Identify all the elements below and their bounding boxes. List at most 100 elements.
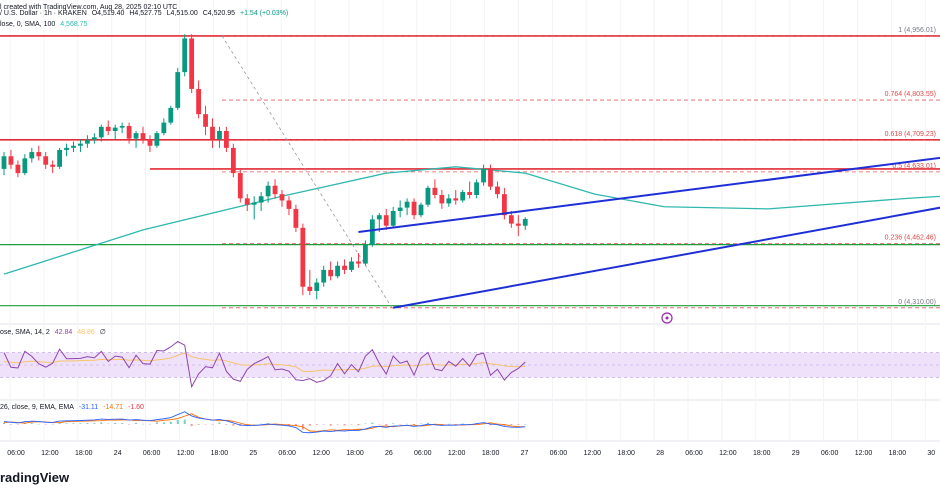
low-value: L4,515.00 — [166, 10, 198, 17]
candle-body — [418, 204, 424, 216]
macd-histogram-bar — [86, 423, 89, 424]
x-axis-tick-label: 12:00 — [41, 450, 59, 457]
x-axis-tick-label: 26 — [385, 450, 393, 457]
macd-histogram-bar — [30, 423, 33, 424]
macd-histogram-bar — [385, 424, 388, 426]
candle-body — [522, 218, 528, 226]
candle-body — [43, 156, 49, 165]
candle-body — [50, 164, 56, 167]
candle-body — [251, 202, 257, 205]
macd-histogram-bar — [16, 424, 19, 425]
candle-body — [203, 114, 208, 127]
macd-histogram-bar — [128, 424, 131, 425]
candle-body — [258, 196, 264, 203]
macd-histogram-bar — [9, 424, 12, 425]
alert-marker-dot — [665, 316, 669, 320]
rsi-ma-line — [3, 352, 526, 373]
macd-histogram-bar — [37, 423, 40, 425]
x-axis-tick-label: 25 — [249, 450, 257, 457]
macd-histogram-bar — [148, 423, 151, 425]
candle-body — [265, 185, 271, 197]
chart-created-info: l created with TradingView.com, Aug 28, … — [0, 4, 180, 11]
sma-100-line — [3, 166, 940, 275]
x-axis-tick-label: 29 — [792, 450, 800, 457]
rsi-label: ose, SMA, 14, 2 — [0, 329, 50, 336]
x-axis-tick-label: 18:00 — [75, 450, 93, 457]
macd-histogram-bar — [454, 424, 457, 425]
x-axis-tick-label: 18:00 — [346, 450, 364, 457]
x-axis-tick-label: 24 — [114, 450, 122, 457]
macd-histogram-bar — [58, 422, 61, 424]
candle-body — [335, 265, 340, 277]
candle-body — [29, 152, 35, 159]
candle-body — [71, 145, 76, 148]
sma-label: lose, 0, SMA, 100 — [0, 21, 56, 28]
x-axis-tick-label: 12:00 — [584, 450, 602, 457]
x-axis-tick-label: 12:00 — [312, 450, 330, 457]
candle-body — [237, 173, 243, 199]
macd-histogram-bar — [315, 424, 318, 425]
candle-body — [321, 269, 327, 283]
x-axis-tick-label: 18:00 — [617, 450, 635, 457]
candle-body — [481, 168, 486, 183]
candle-body — [1, 156, 7, 169]
macd-histogram-bar — [190, 424, 193, 427]
macd-histogram-bar — [51, 423, 54, 425]
candle-body — [286, 200, 292, 209]
candle-body — [439, 194, 445, 204]
macd-histogram-bar — [399, 424, 402, 425]
candle-body — [411, 201, 417, 216]
macd-histogram-bar — [142, 423, 144, 425]
candle-body — [133, 133, 139, 139]
macd-histogram-bar — [329, 424, 332, 426]
macd-signal-line — [3, 413, 526, 432]
candle-body — [244, 198, 250, 205]
macd-histogram-bar — [371, 422, 374, 424]
rsi-ma-value: 48.86 — [77, 329, 95, 336]
candle-body — [272, 185, 278, 195]
macd-histogram-bar — [79, 423, 82, 424]
candle-body — [98, 126, 104, 138]
fib-level-label: 0.236 (4,462.46) — [885, 235, 936, 242]
macd-histogram-bar — [420, 423, 422, 425]
macd-histogram-bar — [225, 424, 228, 425]
macd-value: -31.11 — [78, 404, 99, 411]
x-axis-tick-label: 06:00 — [7, 450, 25, 457]
candle-body — [78, 143, 83, 146]
tradingview-logo: radingView — [0, 470, 70, 485]
macd-histogram-bar — [517, 424, 520, 425]
macd-histogram-bar — [121, 423, 124, 424]
macd-histogram-bar — [406, 423, 409, 425]
macd-histogram-bar — [176, 419, 179, 424]
fib-level-label: 0.618 (4,709.23) — [885, 131, 936, 138]
candle-body — [356, 261, 361, 264]
macd-histogram-bar — [426, 422, 429, 424]
candle-body — [502, 194, 507, 216]
x-axis-tick-label: 30 — [927, 450, 935, 457]
macd-histogram-bar — [72, 423, 75, 424]
candle-body — [105, 126, 111, 132]
candle-body — [342, 265, 347, 270]
macd-histogram-bar — [232, 424, 235, 426]
symbol-label: / U.S. Dollar · 1h · KRAKEN — [0, 10, 87, 17]
rsi-extra-value: ∅ — [99, 329, 106, 336]
fib-level-label: 1 (4,956.01) — [898, 27, 936, 34]
channel-upper-line — [358, 156, 940, 234]
candle-body — [112, 127, 118, 132]
macd-histogram-bar — [392, 423, 395, 424]
macd-histogram-bar — [364, 423, 367, 425]
candle-body — [161, 122, 167, 134]
candle-body — [15, 164, 21, 174]
rsi-legend: ose, SMA, 14, 2 42.84 48.86 ∅ — [0, 328, 109, 336]
macd-histogram-bar — [253, 424, 256, 425]
candle-body — [300, 227, 306, 287]
ohlc-legend: / U.S. Dollar · 1h · KRAKEN O4,519.40 H4… — [0, 10, 291, 17]
macd-histogram-bar — [489, 424, 492, 426]
candle-body — [314, 282, 320, 291]
macd-histogram-bar — [510, 424, 513, 426]
macd-histogram-bar — [183, 419, 186, 424]
x-axis-tick-label: 06:00 — [821, 450, 839, 457]
candle-body — [224, 131, 229, 148]
candle-body — [467, 192, 473, 195]
